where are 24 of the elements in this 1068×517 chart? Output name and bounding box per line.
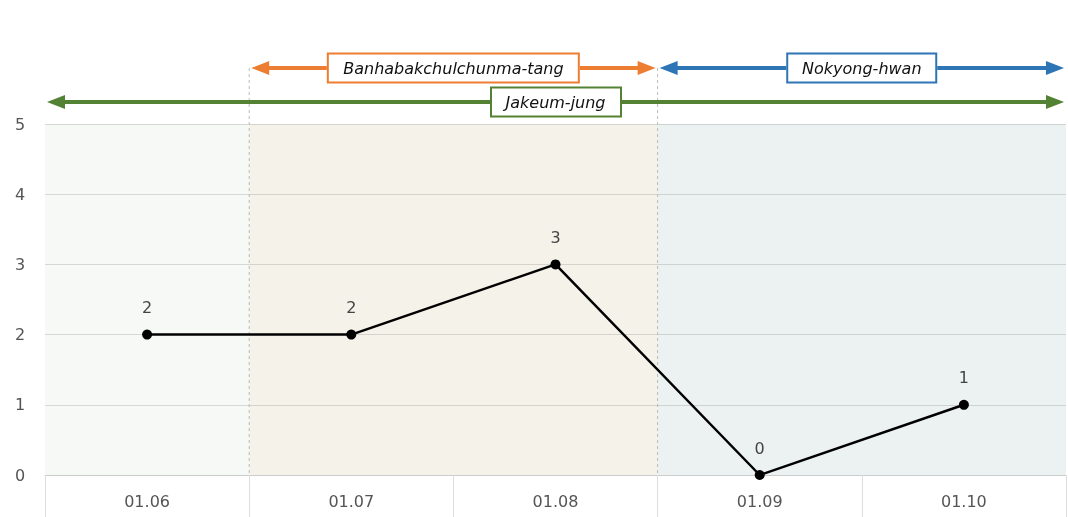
point — [142, 329, 153, 340]
data-label: 0 — [754, 438, 765, 458]
band-label: Banhabakchulchunma-tang — [327, 52, 580, 84]
x-tick-label: 01.08 — [532, 491, 579, 511]
y-tick-label: 2 — [15, 325, 26, 345]
band-label: Jakeum-jung — [489, 86, 622, 118]
data-label: 2 — [346, 298, 357, 318]
point — [346, 329, 357, 340]
x-tick-label: 01.07 — [328, 491, 375, 511]
y-tick-label: 0 — [15, 465, 26, 485]
y-tick-label: 4 — [15, 184, 26, 204]
x-tick-label: 01.09 — [736, 491, 783, 511]
x-tick-label: 01.06 — [124, 491, 171, 511]
point — [958, 399, 969, 410]
data-label: 3 — [550, 227, 561, 247]
band-label: Nokyong-hwan — [786, 52, 938, 84]
y-tick-label: 1 — [15, 395, 26, 415]
y-tick-label: 3 — [15, 254, 26, 274]
data-label: 2 — [142, 298, 153, 318]
y-tick-label: 5 — [15, 114, 26, 134]
data-label: 1 — [958, 368, 969, 388]
x-tick-label: 01.10 — [940, 491, 987, 511]
point — [550, 259, 561, 270]
point — [754, 470, 765, 480]
